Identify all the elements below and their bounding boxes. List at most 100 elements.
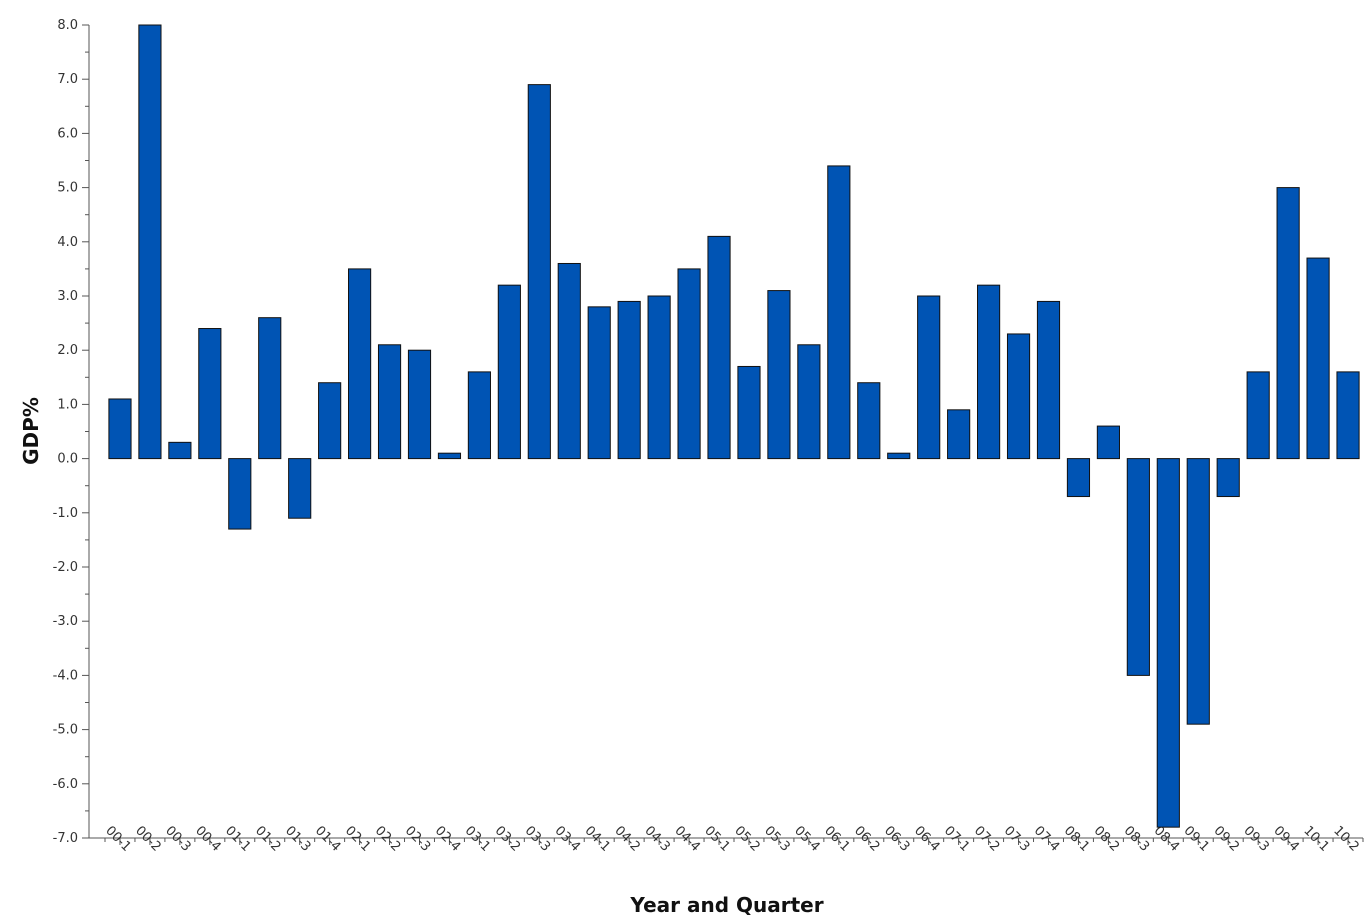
bar-05-2: [737, 365, 761, 460]
x-tick-label: 04-1: [582, 823, 613, 854]
x-tick-label: 03-1: [462, 823, 493, 854]
x-tick-label: 10-1: [1300, 823, 1331, 854]
x-tick-label: 08-1: [1061, 823, 1092, 854]
x-tick-label: 09-4: [1270, 823, 1301, 854]
bar-07-2: [977, 284, 1001, 460]
bar-01-4: [318, 382, 342, 460]
x-tick-label: 07-2: [971, 823, 1002, 854]
x-tick-label: 03-4: [552, 823, 583, 854]
bar-08-3: [1126, 458, 1150, 676]
bars: [108, 24, 1360, 828]
x-tick-label: 05-4: [791, 823, 822, 854]
x-tick-label: 02-3: [402, 823, 433, 854]
y-tick-label: 4.0: [57, 235, 78, 250]
bar-05-1: [707, 235, 731, 460]
x-tick-label: 07-1: [941, 823, 972, 854]
y-tick-label: 6.0: [57, 126, 78, 141]
x-tick-label: 04-3: [641, 823, 672, 854]
y-tick-label: 5.0: [57, 181, 78, 196]
y-tick-label: 2.0: [57, 343, 78, 358]
bar-00-2: [138, 24, 162, 460]
x-tick-label: 02-2: [372, 823, 403, 854]
bar-03-4: [557, 262, 581, 460]
bar-04-1: [587, 306, 611, 460]
bar-05-4: [797, 344, 821, 460]
bar-07-3: [1006, 333, 1031, 460]
bar-03-1: [467, 371, 491, 460]
bar-07-4: [1036, 300, 1061, 460]
x-tick-label: 08-4: [1151, 823, 1182, 854]
bar-04-3: [647, 295, 671, 460]
y-tick-label: -7.0: [53, 831, 78, 846]
x-tick-label: 09-1: [1181, 823, 1212, 854]
x-tick-label: 07-4: [1031, 823, 1062, 854]
y-tick-label: 3.0: [57, 289, 78, 304]
bar-07-1: [947, 409, 971, 460]
x-axis-title: Year and Quarter: [629, 893, 823, 917]
bar-08-4: [1156, 458, 1180, 828]
bar-01-1: [228, 458, 252, 530]
x-tick-label: 01-1: [222, 823, 253, 854]
bar-08-1: [1066, 458, 1091, 498]
x-tick-label: 09-2: [1211, 823, 1242, 854]
bar-00-1: [108, 398, 132, 460]
x-tick-label: 06-4: [911, 823, 942, 854]
x-tick-label: 06-3: [881, 823, 912, 854]
x-tick-label: 01-2: [252, 823, 283, 854]
bar-04-4: [677, 268, 701, 460]
x-tick-label: 02-1: [342, 823, 373, 854]
bar-06-1: [827, 165, 851, 460]
bar-03-3: [527, 84, 551, 460]
x-tick-label: 04-4: [671, 823, 702, 854]
x-tick-label: 04-2: [611, 823, 642, 854]
x-tick-label: 02-4: [432, 823, 463, 854]
bar-03-2: [497, 284, 521, 460]
x-tick-label: 10-2: [1330, 823, 1361, 854]
bar-09-1: [1186, 458, 1210, 725]
x-tick-label: 00-1: [102, 823, 133, 854]
bar-06-3: [887, 452, 911, 460]
y-tick-label: -2.0: [53, 560, 78, 575]
x-tick-label: 06-1: [821, 823, 852, 854]
y-tick-label: 1.0: [57, 397, 78, 412]
x-tick-label: 01-4: [312, 823, 343, 854]
bar-00-4: [198, 328, 222, 460]
bar-06-4: [917, 295, 941, 460]
bar-01-3: [288, 458, 312, 519]
x-tick-label: 00-4: [192, 823, 223, 854]
x-tick-label: 01-3: [282, 823, 313, 854]
x-tick-label: 08-3: [1121, 823, 1152, 854]
bar-00-3: [168, 441, 192, 460]
bar-02-2: [377, 344, 402, 460]
y-axis: 8.0 7.0 6.0 5.0 4.0 3.0 2.0 1.0 0.0 -1.0 -2.0 -3.0 -…: [53, 18, 90, 846]
y-tick-label: 7.0: [57, 72, 78, 87]
y-axis-title: GDP%: [19, 397, 43, 465]
x-tick-label: 05-2: [731, 823, 762, 854]
y-tick-label: -1.0: [53, 506, 78, 521]
bar-09-3: [1246, 371, 1270, 460]
x-tick-label: 08-2: [1091, 823, 1122, 854]
x-tick-label: 09-3: [1240, 823, 1271, 854]
x-tick-label: 07-3: [1001, 823, 1032, 854]
bar-02-3: [407, 349, 432, 460]
bar-09-2: [1216, 458, 1240, 498]
x-tick-label: 00-3: [162, 823, 193, 854]
bar-04-2: [617, 300, 641, 460]
bar-10-1: [1306, 257, 1330, 460]
x-tick-label: 00-2: [132, 823, 163, 854]
x-axis: 00-100-200-300-401-101-201-301-402-102-2…: [89, 823, 1364, 855]
bar-09-4: [1276, 187, 1300, 460]
bar-05-3: [767, 290, 791, 460]
x-tick-label: 03-3: [522, 823, 553, 854]
bar-06-2: [857, 382, 881, 460]
x-tick-label: 05-1: [701, 823, 732, 854]
x-tick-label: 06-2: [851, 823, 882, 854]
bar-02-1: [348, 268, 372, 460]
y-tick-label: -4.0: [53, 668, 78, 683]
x-tick-label: 03-2: [492, 823, 523, 854]
bar-01-2: [258, 317, 282, 460]
bar-08-2: [1096, 425, 1120, 460]
y-tick-label: -6.0: [53, 777, 78, 792]
bar-10-2: [1336, 371, 1360, 460]
